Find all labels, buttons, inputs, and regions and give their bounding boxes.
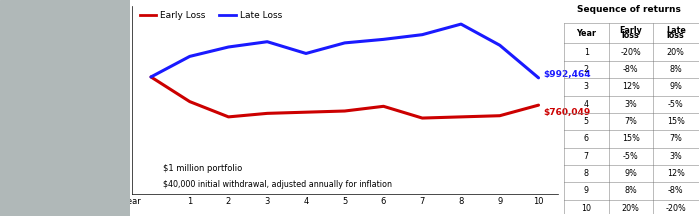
Text: 7: 7 <box>584 152 589 161</box>
Text: 12%: 12% <box>667 169 685 178</box>
Text: -5%: -5% <box>623 152 638 161</box>
Text: Sequence of returns: Sequence of returns <box>578 5 681 14</box>
Text: -5%: -5% <box>668 100 684 109</box>
Text: loss: loss <box>622 31 640 40</box>
Text: Early: Early <box>620 26 642 35</box>
Text: 5: 5 <box>584 117 589 126</box>
Text: 9%: 9% <box>669 82 682 91</box>
Text: 8%: 8% <box>624 186 637 195</box>
Text: 15%: 15% <box>622 134 640 143</box>
Text: -8%: -8% <box>623 65 638 74</box>
Text: Year: Year <box>576 29 596 38</box>
Text: 15%: 15% <box>667 117 685 126</box>
Text: 3%: 3% <box>624 100 637 109</box>
Text: 1: 1 <box>584 48 589 57</box>
Text: $760,049: $760,049 <box>543 108 590 117</box>
Text: 7%: 7% <box>624 117 637 126</box>
Text: -8%: -8% <box>668 186 683 195</box>
Text: 3%: 3% <box>669 152 682 161</box>
Text: 7%: 7% <box>669 134 682 143</box>
Text: 4: 4 <box>584 100 589 109</box>
Text: $1 million portfolio: $1 million portfolio <box>162 164 242 173</box>
Text: 20%: 20% <box>622 204 640 213</box>
Text: 2: 2 <box>584 65 589 74</box>
Legend: Early Loss, Late Loss: Early Loss, Late Loss <box>136 7 286 24</box>
Text: $40,000 initial withdrawal, adjusted annually for inflation: $40,000 initial withdrawal, adjusted ann… <box>162 179 391 189</box>
Text: 3: 3 <box>584 82 589 91</box>
Text: 8%: 8% <box>669 65 682 74</box>
Text: 12%: 12% <box>622 82 640 91</box>
Text: 8: 8 <box>584 169 589 178</box>
Text: 9%: 9% <box>624 169 637 178</box>
Text: 6: 6 <box>584 134 589 143</box>
Text: Late: Late <box>666 26 686 35</box>
Text: -20%: -20% <box>620 48 641 57</box>
Text: 20%: 20% <box>667 48 685 57</box>
Text: 10: 10 <box>581 204 592 213</box>
Text: loss: loss <box>667 31 685 40</box>
Text: -20%: -20% <box>666 204 686 213</box>
Text: $992,464: $992,464 <box>543 70 591 79</box>
Text: 9: 9 <box>584 186 589 195</box>
